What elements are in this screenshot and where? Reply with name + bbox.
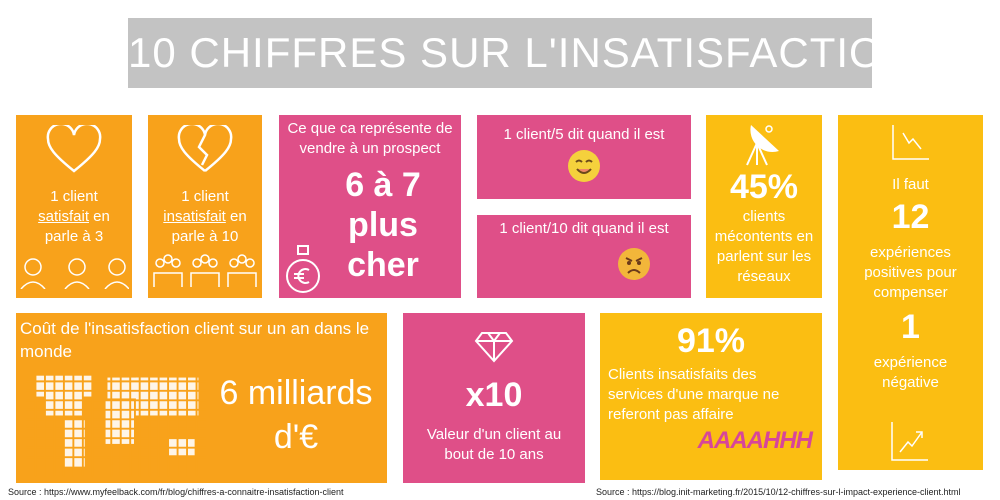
card1-underlined: satisfait [38, 208, 89, 225]
heart-icon [46, 125, 102, 173]
happy-face-icon [568, 150, 600, 182]
world-map-icon [26, 371, 206, 477]
card2-rest: en [225, 208, 247, 225]
card1-line1: 1 client [50, 188, 98, 205]
card2-line1: 1 client [181, 188, 229, 205]
card10-big: 91% [676, 322, 746, 360]
card-compensate: Il faut 12 expériences positives pour co… [838, 115, 983, 470]
card9-big: x10 [465, 376, 523, 414]
card-91: 91% Clients insatisfaits des services d'… [600, 313, 822, 480]
card8-big: 6 milliards d'€ [219, 374, 373, 456]
page-title: 10 CHIFFRES SUR L'INSATISFACTION [128, 18, 913, 88]
card-happy: 1 client/5 dit quand il est [477, 115, 691, 199]
card-social: 45% clients mécontents en parlent sur le… [706, 115, 822, 298]
card2-line3: parle à 10 [171, 228, 239, 245]
card7-post: expérience négative [873, 354, 948, 391]
chart-up-icon [891, 422, 928, 461]
card-angry: 1 client/10 dit quand il est [477, 215, 691, 298]
card9-text: Valeur d'un client au bout de 10 ans [426, 426, 562, 463]
card10-scream: AAAAHHH [697, 427, 813, 454]
card5-text: 1 client/10 dit quand il est [499, 220, 669, 237]
card-value: x10 Valeur d'un client au bout de 10 ans [403, 313, 585, 483]
card2-underlined: insatisfait [163, 208, 226, 225]
angry-face-icon [618, 248, 650, 280]
card6-text: clients mécontents en parlent sur les ré… [714, 208, 814, 285]
people-icon [20, 258, 129, 289]
card7-mid: expériences positives pour compenser [864, 244, 957, 301]
card-cost: Coût de l'insatisfaction client sur un a… [16, 313, 387, 483]
satellite-dish-icon [746, 125, 779, 166]
card-unsatisfied: 1 client insatisfait en parle à 10 [148, 115, 262, 298]
card-satisfied: 1 client satisfait en parle à 3 [16, 115, 132, 298]
card3-big: 6 à 7 plus cher [345, 166, 421, 284]
card3-text: Ce que ca représente de vendre à un pros… [287, 120, 453, 157]
money-bag-euro-icon [286, 245, 320, 293]
card-prospect: Ce que ca représente de vendre à un pros… [279, 115, 461, 298]
groups-icon [153, 254, 257, 287]
chart-down-icon [891, 125, 929, 160]
source-right[interactable]: Source : https://blog.init-marketing.fr/… [596, 487, 961, 497]
card4-text: 1 client/5 dit quand il est [503, 126, 665, 143]
card7-big1: 12 [891, 198, 930, 236]
card7-pre: Il faut [892, 176, 929, 193]
card1-line3: parle à 3 [44, 228, 104, 245]
card8-text: Coût de l'insatisfaction client sur un a… [20, 319, 370, 361]
source-left[interactable]: Source : https://www.myfeelback.com/fr/b… [8, 487, 344, 497]
card6-big: 45% [729, 168, 799, 206]
card10-text: Clients insatisfaits des services d'une … [608, 366, 780, 423]
card7-big2: 1 [901, 308, 920, 346]
card1-rest: en [89, 208, 110, 225]
broken-heart-icon [177, 125, 233, 172]
diamond-icon [474, 332, 514, 363]
